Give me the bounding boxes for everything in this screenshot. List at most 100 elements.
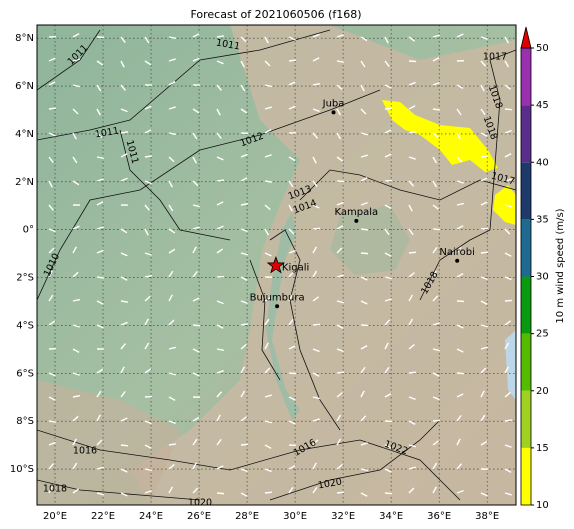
wind-arrow [360,177,368,182]
wind-arrow [360,36,368,42]
wind-arrow [48,396,56,401]
wind-arrow [264,106,272,110]
city-label: Kampala [335,207,379,218]
wind-arrow [312,270,318,278]
wind-arrow [48,228,56,233]
wind-arrow [408,420,416,425]
wind-arrow [240,323,249,326]
wind-arrow [48,180,53,188]
wind-arrow [72,372,80,376]
wind-arrow [240,390,246,398]
wind-arrow [432,246,438,254]
wind-arrow [216,300,224,305]
wind-arrow [504,299,513,302]
contour-label: 1011 [94,125,120,140]
wind-arrow [240,252,248,256]
wind-arrow [456,489,464,494]
wind-arrow [504,391,511,398]
wind-arrow [144,490,152,494]
city-dot [455,258,460,263]
wind-arrow [432,462,438,470]
wind-arrow [120,276,128,281]
wind-arrow [384,129,392,134]
wind-arrow [288,345,296,350]
wind-arrow [168,346,176,350]
wind-arrow [264,180,273,183]
wind-arrow [312,227,321,230]
wind-arrow [96,249,104,254]
wind-arrow [264,36,269,44]
map-title: Forecast of 2021060506 (f168) [190,8,361,21]
wind-arrow [384,36,389,44]
wind-arrow [120,153,128,158]
wind-arrow [312,439,319,446]
wind-arrow [480,251,489,254]
wind-arrow [264,129,272,134]
wind-arrow [336,464,343,470]
wind-arrow [408,444,416,448]
wind-arrow [240,60,245,68]
x-tick-label: 32°E [331,511,355,522]
wind-arrow [432,295,439,302]
wind-arrow [48,372,56,377]
wind-arrow [48,420,57,423]
wind-arrow [96,132,103,139]
wind-shading [493,185,516,225]
wind-arrow [168,156,175,163]
wind-arrow [288,271,295,278]
wind-arrow [216,324,224,329]
wind-arrow [312,396,320,400]
wind-arrow [168,248,176,254]
wind-arrow [168,443,177,446]
wind-arrow [216,84,222,91]
wind-arrow [192,132,198,140]
wind-arrow [216,465,224,470]
contour-label: 1020 [317,476,343,491]
contour-label: 1018 [43,484,67,495]
wind-arrow [312,348,320,353]
wind-arrow [168,319,175,326]
wind-arrow [408,396,416,401]
wind-arrow [384,342,389,350]
wind-arrow [264,296,272,302]
wind-arrow [480,60,487,67]
wind-arrow [72,415,79,422]
wind-arrow [384,393,392,398]
wind-arrow [480,414,486,422]
wind-arrow [504,276,512,281]
wind-arrow [336,156,344,162]
contour-label: 1011 [215,37,241,52]
wind-arrow [504,320,512,326]
wind-arrow [192,348,200,353]
wind-arrow [144,342,150,350]
wind-arrow [336,392,343,398]
x-tick-label: 26°E [187,511,211,522]
colorbar-segment [521,48,531,106]
colorbar-label: 10 m wind speed (m/s) [555,208,566,323]
highland [130,25,516,505]
wind-arrow [48,57,56,62]
wind-arrow [72,58,80,62]
wind-arrow [504,108,513,111]
wind-arrow [264,252,272,257]
wind-arrow [384,107,393,110]
y-tick-label: 8°N [15,33,34,44]
wind-arrow [288,250,296,254]
y-tick-label: 2°N [15,177,34,188]
wind-arrow [192,324,201,327]
wind-arrow [480,324,488,328]
wind-arrow [312,372,320,377]
y-tick-label: 6°S [16,368,34,379]
wind-arrow [408,466,416,470]
wind-arrow [120,492,128,497]
wind-arrow [144,60,152,66]
wind-arrow [192,180,199,187]
highland [37,380,180,505]
colorbar-frame [520,47,532,506]
wind-arrow [240,276,248,281]
wind-arrow [504,129,512,134]
wind-arrow [432,270,437,278]
colorbar-tick-label: 10 [536,500,549,511]
isobar [299,169,516,201]
wind-arrow [432,396,440,401]
